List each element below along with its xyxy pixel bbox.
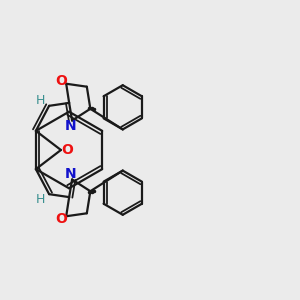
Text: O: O [61,143,73,157]
Text: N: N [65,119,76,133]
Text: H: H [36,193,45,206]
Text: O: O [55,212,67,226]
Text: O: O [55,74,67,88]
Text: H: H [36,94,45,107]
Text: N: N [65,167,76,181]
